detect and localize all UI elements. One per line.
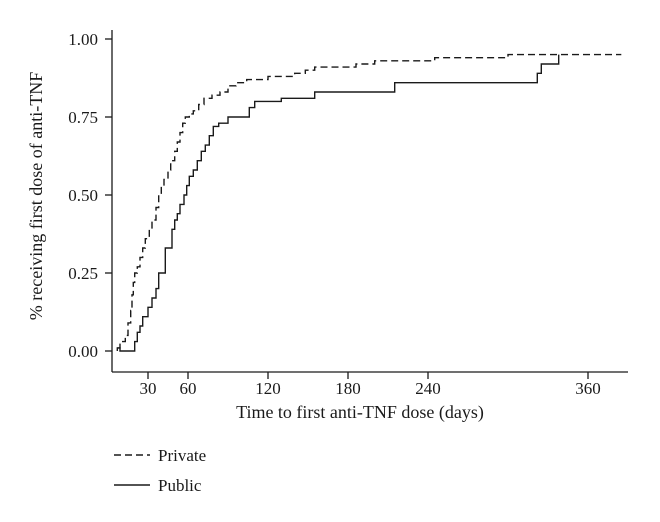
series-lines — [116, 53, 622, 352]
legend-label-public: Public — [158, 476, 202, 495]
x-tick-label: 120 — [255, 379, 281, 398]
x-axis-label: Time to first anti-TNF dose (days) — [236, 402, 484, 423]
ticks: 0.00 0.25 0.50 0.75 1.00 30 60 120 180 240 360 — [68, 30, 601, 398]
series-line-private — [117, 53, 622, 349]
y-tick-label: 0.75 — [68, 108, 98, 127]
legend-label-private: Private — [158, 446, 206, 465]
y-tick-label: 0.50 — [68, 186, 98, 205]
x-tick-label: 360 — [575, 379, 601, 398]
y-tick-label: 0.00 — [68, 342, 98, 361]
axes — [111, 30, 628, 373]
y-axis-label: % receiving first dose of anti-TNF — [26, 72, 46, 320]
legend: Private Public — [114, 446, 206, 495]
y-tick-label: 1.00 — [68, 30, 98, 49]
y-tick-label: 0.25 — [68, 264, 98, 283]
x-tick-label: 30 — [140, 379, 157, 398]
series-line-public — [116, 54, 560, 352]
x-tick-label: 180 — [335, 379, 361, 398]
x-tick-label: 60 — [180, 379, 197, 398]
x-tick-label: 240 — [415, 379, 441, 398]
